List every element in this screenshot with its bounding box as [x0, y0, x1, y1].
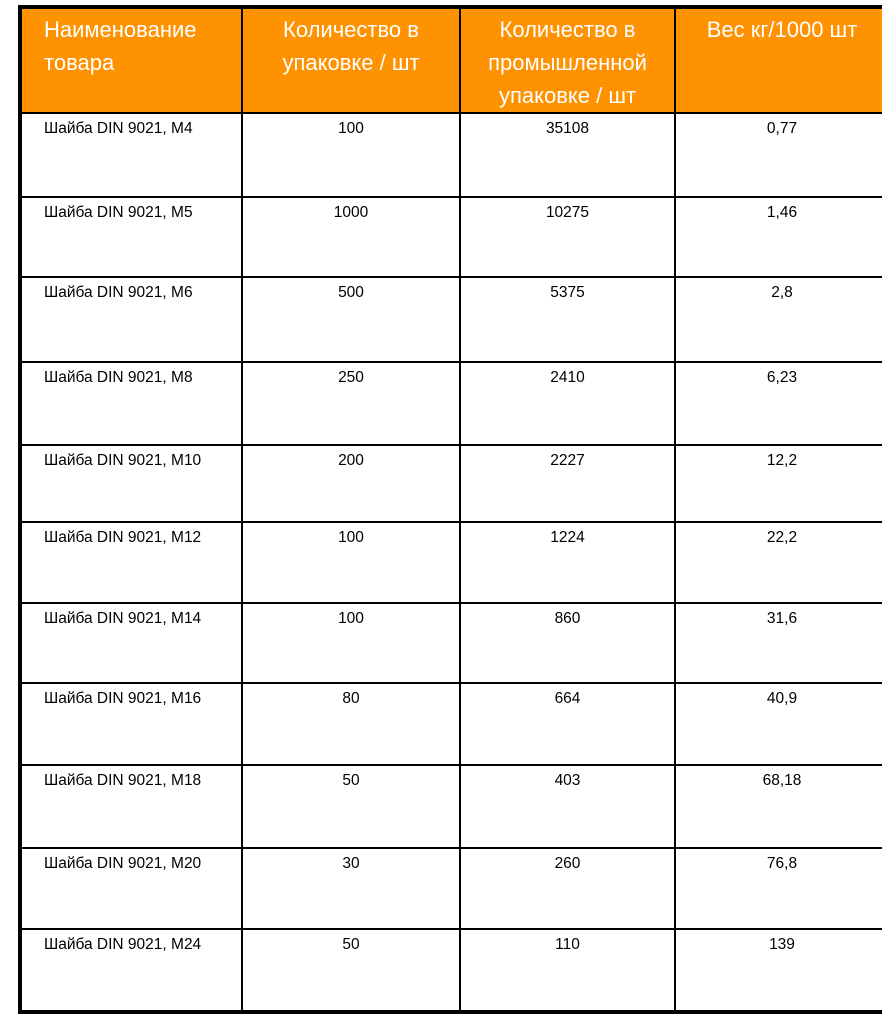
cell-weight: 1,46: [674, 196, 882, 278]
cell-product-name: Шайба DIN 9021, M16: [19, 682, 243, 766]
cell-qty-package: 100: [241, 112, 461, 198]
table-row: Шайба DIN 9021, M16 80 664 40,9: [19, 682, 882, 766]
table-row: Шайба DIN 9021, M24 50 110 139: [19, 928, 882, 1013]
cell-weight: 0,77: [674, 112, 882, 198]
cell-qty-industrial: 2410: [459, 361, 676, 446]
cell-qty-package: 500: [241, 276, 461, 363]
cell-qty-package: 100: [241, 521, 461, 604]
cell-qty-package: 1000: [241, 196, 461, 278]
cell-weight: 68,18: [674, 764, 882, 849]
cell-product-name: Шайба DIN 9021, M24: [19, 928, 243, 1013]
cell-product-name: Шайба DIN 9021, M6: [19, 276, 243, 363]
header-qty-industrial: Количество в промышленной упаковке / шт: [459, 5, 676, 114]
table-row: Шайба DIN 9021, M8 250 2410 6,23: [19, 361, 882, 446]
table-row: Шайба DIN 9021, M20 30 260 76,8: [19, 847, 882, 930]
cell-weight: 76,8: [674, 847, 882, 930]
table-row: Шайба DIN 9021, M4 100 35108 0,77: [19, 112, 882, 198]
cell-product-name: Шайба DIN 9021, M18: [19, 764, 243, 849]
cell-product-name: Шайба DIN 9021, M14: [19, 602, 243, 684]
cell-weight: 139: [674, 928, 882, 1013]
cell-weight: 6,23: [674, 361, 882, 446]
cell-product-name: Шайба DIN 9021, M4: [19, 112, 243, 198]
cell-qty-industrial: 1224: [459, 521, 676, 604]
table-row: Шайба DIN 9021, M5 1000 10275 1,46: [19, 196, 882, 278]
table-row: Шайба DIN 9021, M14 100 860 31,6: [19, 602, 882, 684]
cell-product-name: Шайба DIN 9021, M10: [19, 444, 243, 523]
cell-qty-package: 30: [241, 847, 461, 930]
cell-product-name: Шайба DIN 9021, M12: [19, 521, 243, 604]
washer-table: Наименование товара Количество в упаковк…: [18, 5, 882, 1014]
cell-qty-industrial: 260: [459, 847, 676, 930]
cell-weight: 31,6: [674, 602, 882, 684]
cell-product-name: Шайба DIN 9021, M20: [19, 847, 243, 930]
cell-qty-industrial: 35108: [459, 112, 676, 198]
cell-qty-package: 100: [241, 602, 461, 684]
table-row: Шайба DIN 9021, M6 500 5375 2,8: [19, 276, 882, 363]
header-weight: Вес кг/1000 шт: [674, 5, 882, 114]
cell-weight: 12,2: [674, 444, 882, 523]
cell-qty-package: 250: [241, 361, 461, 446]
header-row: Наименование товара Количество в упаковк…: [19, 5, 882, 114]
table-row: Шайба DIN 9021, M18 50 403 68,18: [19, 764, 882, 849]
cell-product-name: Шайба DIN 9021, M8: [19, 361, 243, 446]
table-row: Шайба DIN 9021, M12 100 1224 22,2: [19, 521, 882, 604]
cell-qty-package: 80: [241, 682, 461, 766]
cell-qty-industrial: 110: [459, 928, 676, 1013]
cell-qty-package: 50: [241, 928, 461, 1013]
cell-qty-industrial: 2227: [459, 444, 676, 523]
cell-qty-package: 50: [241, 764, 461, 849]
cell-weight: 40,9: [674, 682, 882, 766]
cell-qty-industrial: 5375: [459, 276, 676, 363]
cell-qty-industrial: 860: [459, 602, 676, 684]
cell-product-name: Шайба DIN 9021, M5: [19, 196, 243, 278]
cell-weight: 2,8: [674, 276, 882, 363]
cell-qty-industrial: 403: [459, 764, 676, 849]
cell-qty-industrial: 664: [459, 682, 676, 766]
table-row: Шайба DIN 9021, M10 200 2227 12,2: [19, 444, 882, 523]
cell-weight: 22,2: [674, 521, 882, 604]
header-qty-package: Количество в упаковке / шт: [241, 5, 461, 114]
cell-qty-package: 200: [241, 444, 461, 523]
header-product-name: Наименование товара: [19, 5, 243, 114]
cell-qty-industrial: 10275: [459, 196, 676, 278]
